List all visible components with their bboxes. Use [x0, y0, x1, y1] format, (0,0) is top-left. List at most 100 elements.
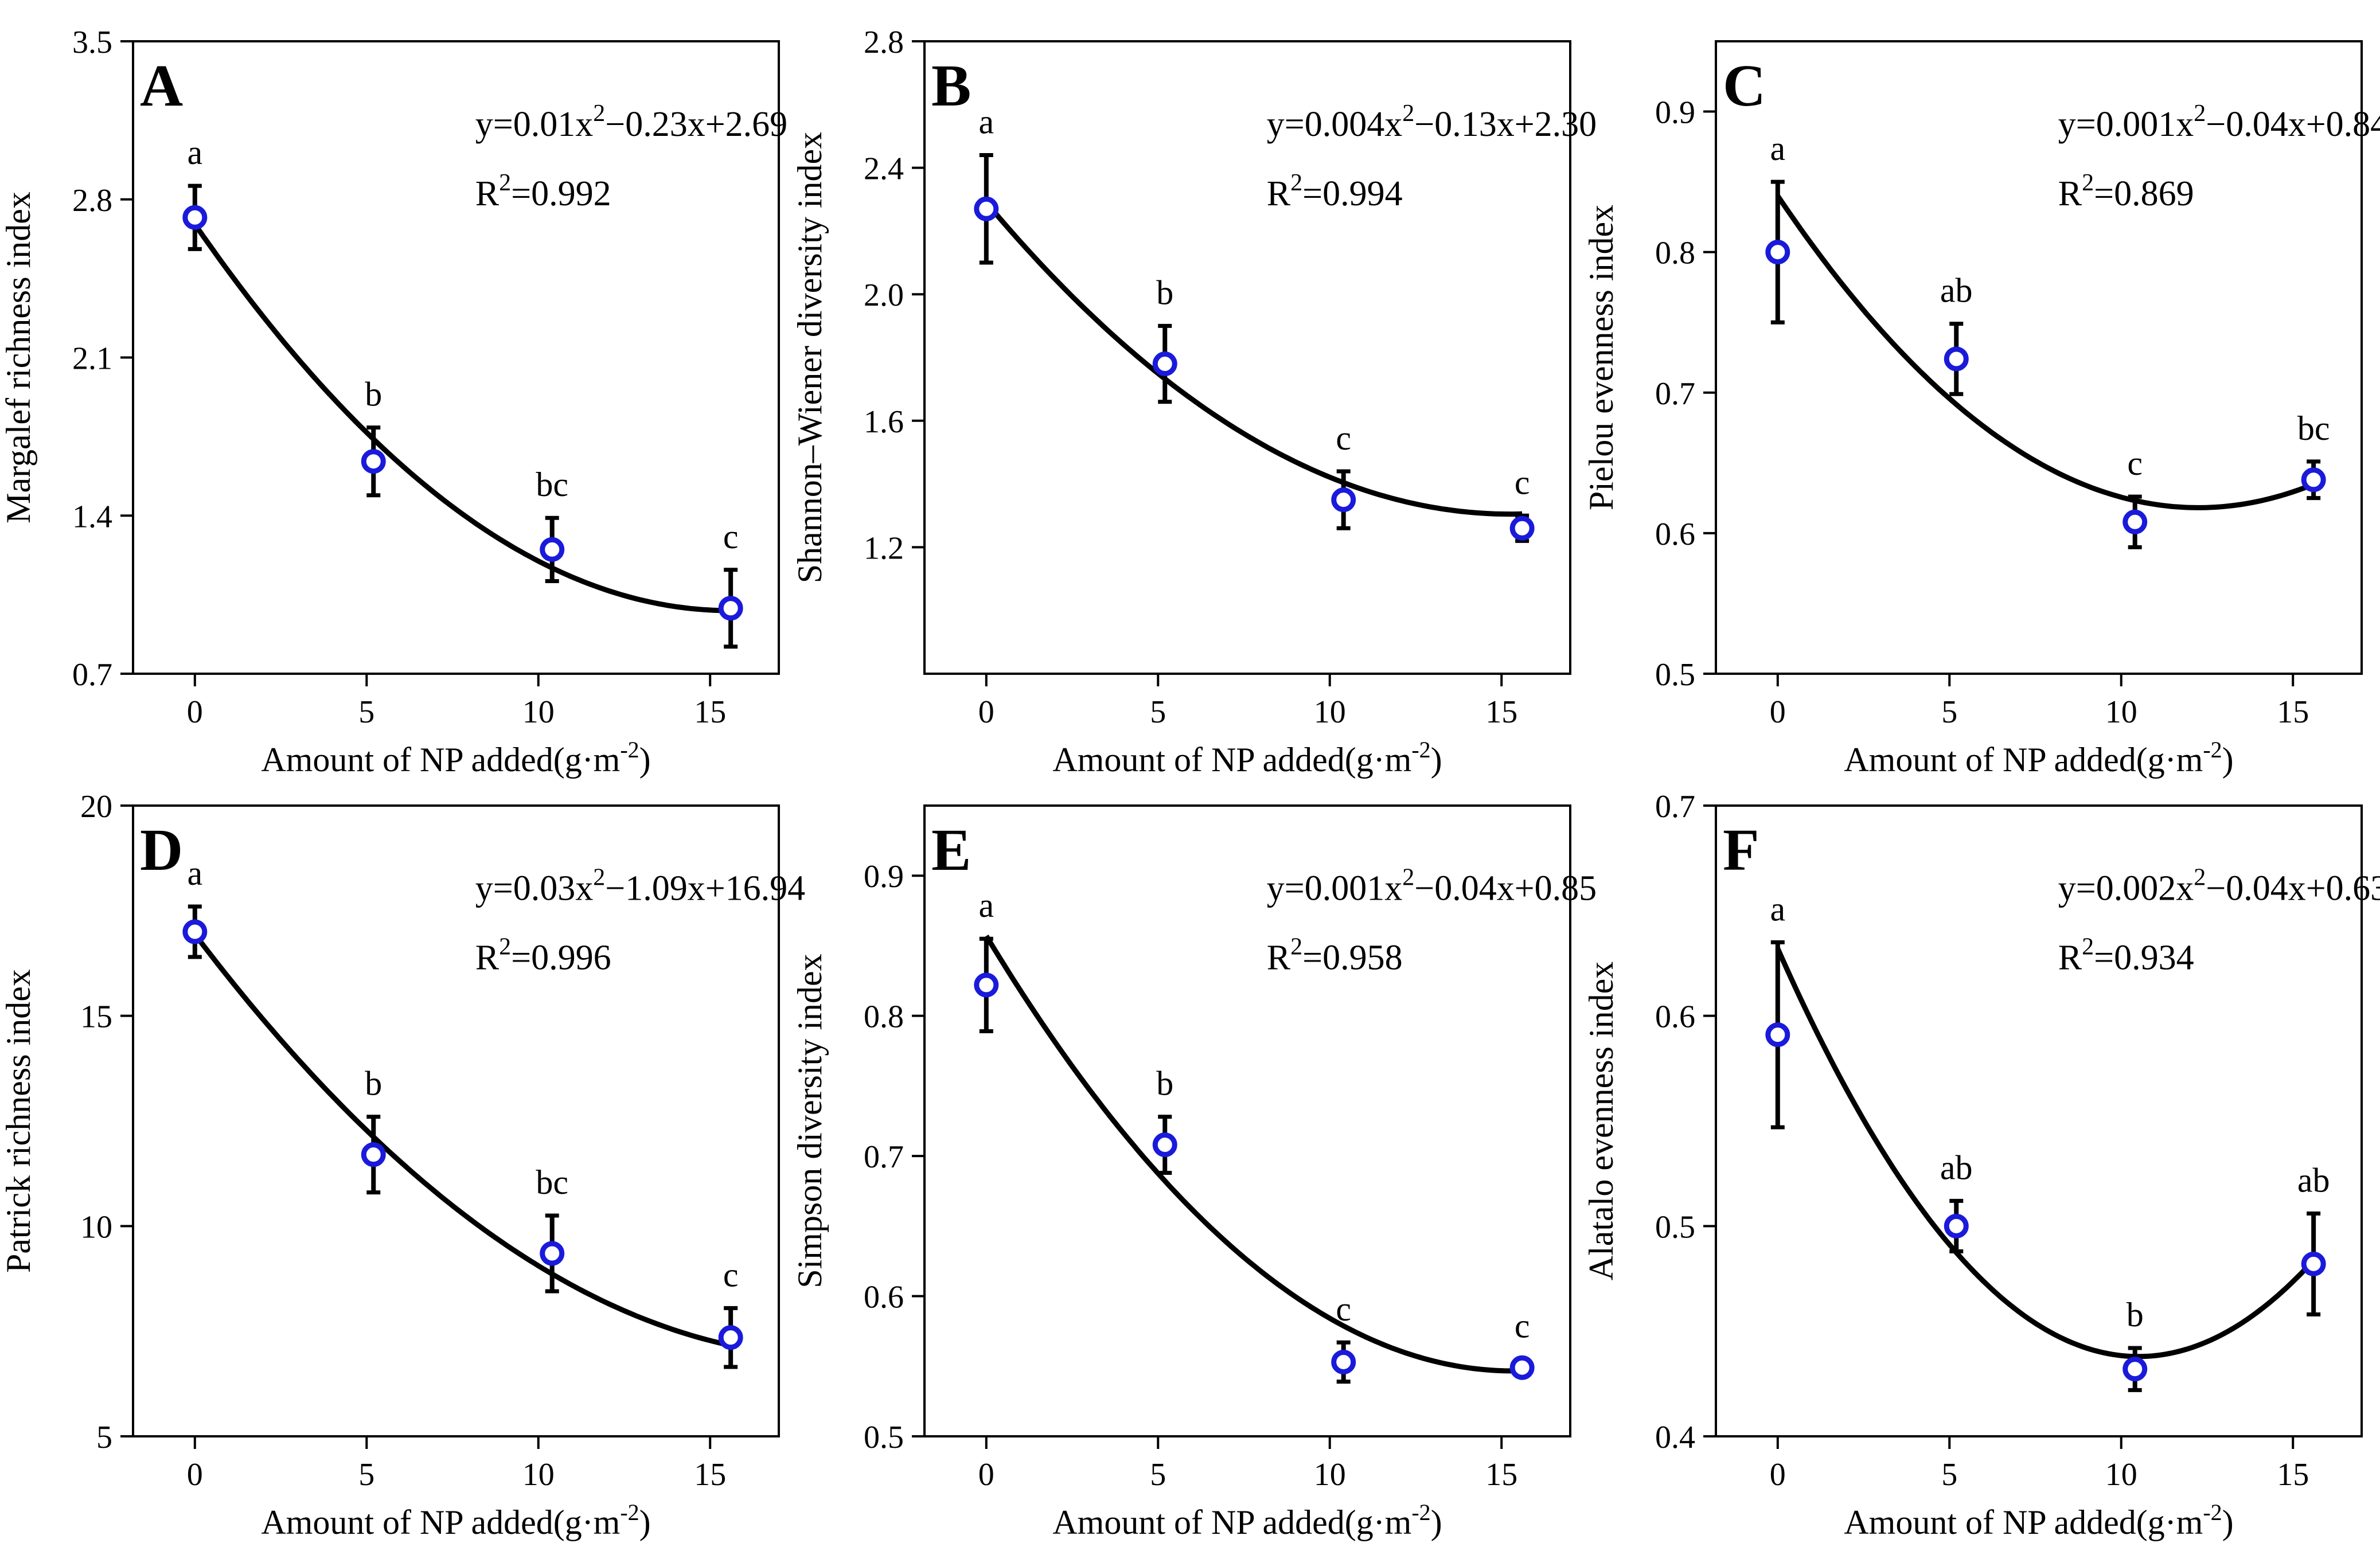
x-tick-label: 15 — [694, 694, 726, 730]
significance-label: c — [2127, 444, 2143, 482]
r-squared-sup: 2 — [1290, 934, 1302, 960]
y-tick-label: 20 — [80, 789, 112, 825]
data-point — [2301, 1251, 2326, 1276]
x-axis-title-sup: -2 — [620, 737, 639, 763]
significance-label: b — [2127, 1296, 2144, 1334]
x-tick-label: 5 — [358, 694, 374, 730]
fit-equation: y=0.01x2−0.23x+2.69 — [475, 100, 787, 144]
fit-curve — [193, 222, 731, 614]
data-point — [1152, 1132, 1177, 1158]
x-axis-title-main: Amount of NP added(g·m — [1052, 741, 1411, 779]
y-tick-label: 2.1 — [72, 341, 112, 377]
x-axis-title: Amount of NP added(g·m-2) — [1052, 1499, 1442, 1541]
x-tick-label: 5 — [358, 1457, 374, 1493]
y-tick-label: 0.7 — [1655, 376, 1695, 412]
y-tick-label: 0.5 — [1655, 657, 1695, 693]
y-tick-label: 15 — [80, 999, 112, 1035]
significance-label: a — [187, 854, 202, 892]
data-point — [1509, 515, 1535, 541]
y-tick-label: 3.5 — [72, 25, 112, 60]
data-point — [540, 1241, 565, 1266]
y-tick-label: 2.4 — [864, 151, 904, 187]
x-axis-title-end: ) — [639, 741, 651, 779]
significance-label: c — [1515, 463, 1530, 501]
r-squared-post: =0.992 — [511, 174, 611, 213]
x-axis-title-main: Amount of NP added(g·m — [261, 1503, 620, 1541]
panel-letter: C — [1723, 53, 1766, 119]
y-tick-label: 0.5 — [864, 1420, 904, 1455]
y-tick-label: 0.4 — [1655, 1420, 1695, 1455]
y-tick-label: 1.4 — [72, 499, 112, 534]
r-squared-sup: 2 — [1290, 170, 1302, 196]
x-tick-label: 15 — [1485, 694, 1517, 730]
x-axis-title-end: ) — [639, 1503, 651, 1541]
data-point — [361, 1142, 386, 1167]
panel-f: 0 5 10 15 0.4 0.5 0.6 0.7 Amount of NP added(g·m… — [1582, 789, 2380, 1541]
r-squared: R2=0.934 — [2058, 934, 2194, 978]
plot-frame — [132, 804, 780, 1437]
x-axis-title-end: ) — [1431, 1503, 1442, 1541]
plot-frame — [923, 40, 1571, 675]
data-point — [974, 196, 999, 221]
r-squared-pre: R — [1267, 174, 1291, 213]
r-squared: R2=0.994 — [1267, 170, 1403, 213]
x-axis-title-main: Amount of NP added(g·m — [261, 741, 620, 779]
x-tick-label: 15 — [694, 1457, 726, 1493]
fit-equation-pre: y=0.03x — [475, 869, 593, 908]
fit-equation: y=0.001x2−0.04x+0.84 — [2058, 100, 2380, 144]
fit-curve — [984, 201, 1523, 517]
plot-frame — [923, 804, 1571, 1437]
significance-label: c — [723, 1256, 739, 1294]
fit-equation-post: −0.04x+0.85 — [1414, 869, 1597, 908]
panel-e: 0 5 10 15 0.5 0.6 0.7 0.8 0.9 Amount of NP added(… — [791, 804, 1597, 1541]
x-axis-title-end: ) — [2222, 741, 2234, 779]
fit-curve — [193, 932, 732, 1348]
significance-label: c — [1336, 1290, 1351, 1328]
r-squared-sup: 2 — [499, 934, 511, 960]
r-squared-post: =0.996 — [511, 939, 611, 978]
fit-curve — [1776, 194, 2315, 510]
y-tick-label: 10 — [80, 1209, 112, 1245]
y-tick-label: 0.9 — [864, 859, 904, 894]
y-tick-label: 0.9 — [1655, 95, 1695, 131]
fit-equation-post: −0.23x+2.69 — [605, 105, 787, 144]
r-squared-pre: R — [1267, 939, 1291, 978]
data-point — [1152, 351, 1177, 377]
data-point — [718, 596, 743, 621]
x-axis-title: Amount of NP added(g·m-2) — [1844, 737, 2233, 779]
fit-equation-sup: 2 — [593, 100, 605, 127]
fit-equation-sup: 2 — [1402, 865, 1414, 891]
significance-label: c — [723, 518, 739, 556]
fit-equation-pre: y=0.004x — [1267, 105, 1402, 144]
y-tick-label: 0.8 — [864, 999, 904, 1035]
y-axis-title: Patrick richness index — [0, 969, 37, 1273]
y-tick-label: 0.7 — [72, 657, 112, 693]
significance-label: a — [1770, 130, 1785, 167]
panel-c: 0 5 10 15 0.5 0.6 0.7 0.8 0.9 Amount of NP added(… — [1582, 40, 2380, 779]
x-axis-title-sup: -2 — [2203, 737, 2222, 763]
x-tick-label: 10 — [522, 694, 555, 730]
x-tick-label: 5 — [1150, 1457, 1166, 1493]
fit-equation-post: −0.04x+0.84 — [2206, 105, 2380, 144]
plot-frame — [1715, 804, 2363, 1437]
x-axis-title-main: Amount of NP added(g·m — [1052, 1503, 1411, 1541]
significance-label: b — [1156, 274, 1173, 311]
x-tick-label: 5 — [1150, 694, 1166, 730]
y-tick-label: 1.2 — [864, 530, 904, 566]
x-tick-label: 10 — [1314, 694, 1346, 730]
r-squared-post: =0.994 — [1302, 174, 1402, 213]
data-point — [974, 972, 999, 998]
x-axis-title-main: Amount of NP added(g·m — [1844, 741, 2203, 779]
significance-label: ab — [1940, 1148, 1973, 1186]
significance-label: a — [978, 103, 994, 141]
panel-d: 0 5 10 15 5 10 15 20 Amount of NP added(g·m-2) Pa… — [0, 789, 805, 1541]
x-tick-label: 0 — [978, 1457, 994, 1493]
x-tick-label: 10 — [2105, 1457, 2137, 1493]
fit-equation-pre: y=0.002x — [2058, 869, 2194, 908]
x-axis-title-sup: -2 — [1411, 737, 1430, 763]
x-axis-title-end: ) — [2222, 1503, 2234, 1541]
fit-equation: y=0.004x2−0.13x+2.30 — [1267, 100, 1597, 144]
r-squared: R2=0.958 — [1267, 934, 1403, 978]
panel-letter: F — [1723, 817, 1759, 883]
data-point — [2123, 509, 2148, 534]
